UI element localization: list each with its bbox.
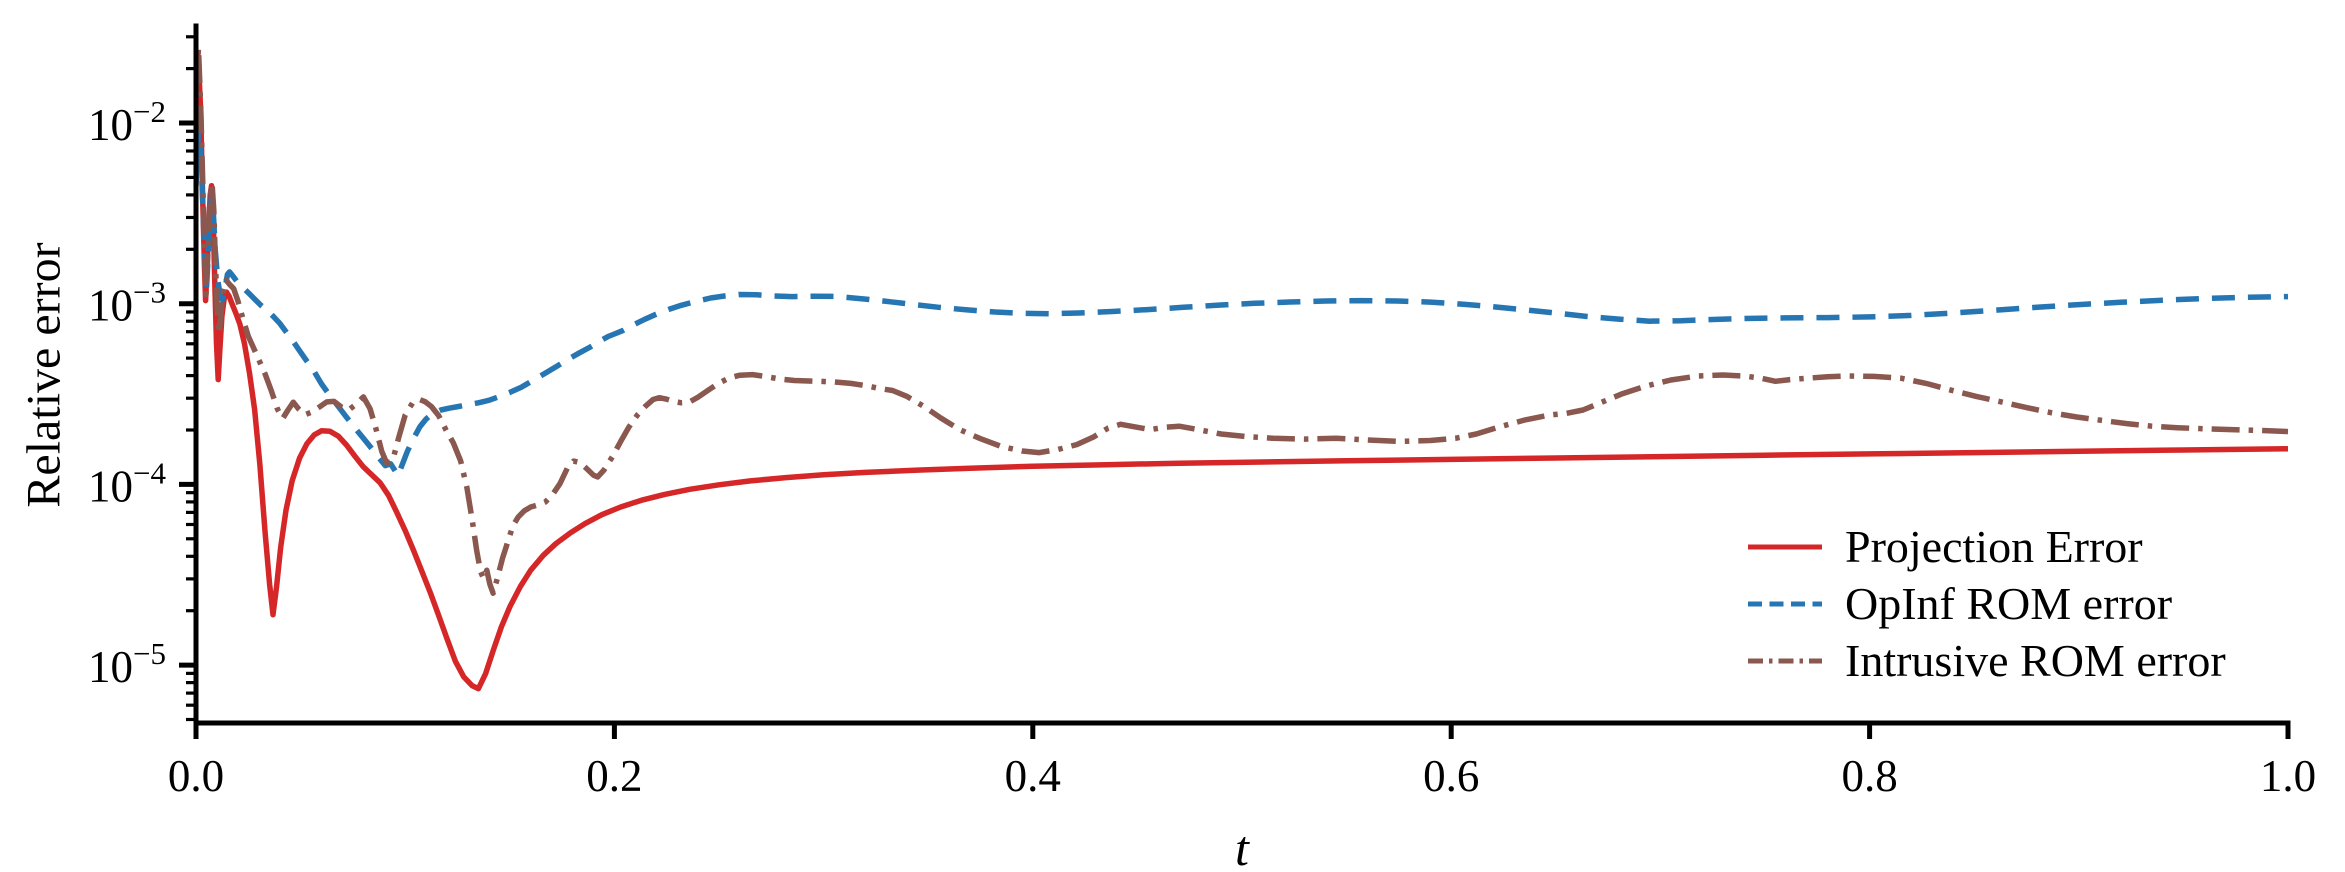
x-tick-label: 0.2 xyxy=(586,751,642,801)
legend: Projection Error OpInf ROM error Intrusi… xyxy=(1748,518,2226,689)
plot-area xyxy=(194,45,2289,692)
legend-line-sample-dashed xyxy=(1748,601,1822,606)
y-tick-label: 10−3 xyxy=(88,275,166,331)
legend-item-projection-error: Projection Error xyxy=(1748,518,2226,575)
x-tick-label: 0.0 xyxy=(168,751,224,801)
legend-label: Projection Error xyxy=(1845,521,2143,572)
y-tick-label: 10−5 xyxy=(88,636,166,692)
x-tick-label: 0.8 xyxy=(1841,751,1897,801)
legend-item-opinf-rom-error: OpInf ROM error xyxy=(1748,575,2226,632)
legend-label: Intrusive ROM error xyxy=(1845,635,2226,686)
legend-line-sample-solid xyxy=(1748,544,1822,549)
legend-line-sample-dashdot xyxy=(1748,658,1822,663)
legend-item-intrusive-rom-error: Intrusive ROM error xyxy=(1748,632,2226,689)
series-opinf-rom-error xyxy=(194,126,2289,479)
x-axis-label: t xyxy=(1235,820,1249,872)
series-intrusive-rom-error xyxy=(194,45,2289,596)
y-tick-label: 10−4 xyxy=(88,455,166,511)
axes: 0.0 0.2 0.4 0.6 0.8 1.0 10−2 10−3 10−4 10−5 xyxy=(88,23,2316,801)
y-tick-label: 10−2 xyxy=(88,94,166,150)
legend-label: OpInf ROM error xyxy=(1845,578,2173,629)
x-tick-label: 1.0 xyxy=(2260,751,2316,801)
x-tick-label: 0.4 xyxy=(1005,751,1061,801)
x-tick-label: 0.6 xyxy=(1423,751,1479,801)
y-axis-label: Relative error xyxy=(17,242,71,508)
